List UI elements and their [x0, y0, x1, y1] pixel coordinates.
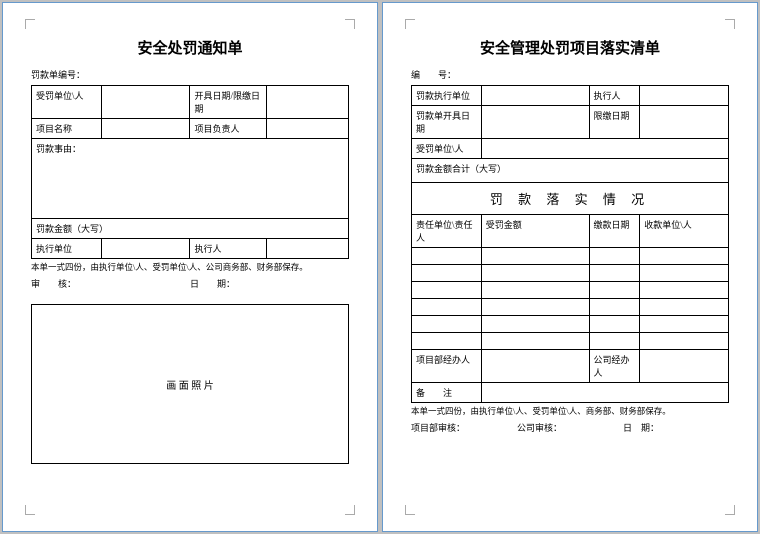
copies-note: 本单一式四份，由执行单位\人、受罚单位\人、公司商务部、财务部保存。 — [31, 261, 349, 273]
label: 项目部经办人 — [412, 350, 482, 383]
sign-label: 公司审核： — [517, 421, 623, 434]
value-cell — [589, 316, 640, 333]
header-table: 罚款执行单位 执行人 罚款单开具日期 限缴日期 受罚单位\人 罚款金额合计（大写… — [411, 85, 729, 403]
label: 备 注 — [412, 383, 482, 403]
serial-label: 编 号： — [411, 68, 729, 81]
label: 罚款执行单位 — [412, 86, 482, 106]
value-cell — [412, 333, 482, 350]
value-cell — [481, 299, 589, 316]
value-cell — [412, 299, 482, 316]
value-cell — [640, 86, 729, 106]
sign-row: 项目部审核： 公司审核： 日 期： — [411, 421, 729, 434]
label: 受罚单位\人 — [412, 139, 482, 159]
value-cell — [412, 282, 482, 299]
label-leader: 项目负责人 — [190, 119, 266, 139]
value-cell — [640, 106, 729, 139]
value-cell — [640, 350, 729, 383]
value-cell — [481, 86, 589, 106]
value-cell — [589, 282, 640, 299]
approve-label: 审 核： — [31, 277, 190, 290]
value-cell — [481, 248, 589, 265]
page-penalty-notice: 安全处罚通知单 罚款单编号： 受罚单位\人 开具日期/限缴日期 项目名称 项目负… — [2, 2, 378, 532]
photo-box: 画 面 照 片 — [31, 304, 349, 464]
label: 罚款单开具日期 — [412, 106, 482, 139]
value-cell — [640, 282, 729, 299]
label: 罚款金额合计（大写） — [412, 159, 729, 183]
label: 公司经办人 — [589, 350, 640, 383]
sign-label: 项目部审核： — [411, 421, 517, 434]
value-cell — [640, 316, 729, 333]
label-exec-person: 执行人 — [190, 239, 266, 259]
amount-cell: 罚款金额（大写） — [32, 219, 349, 239]
crop-mark — [25, 19, 35, 29]
label-exec-unit: 执行单位 — [32, 239, 102, 259]
value-cell — [266, 119, 348, 139]
value-cell — [412, 248, 482, 265]
crop-mark — [405, 19, 415, 29]
label: 限缴日期 — [589, 106, 640, 139]
crop-mark — [345, 19, 355, 29]
label-date: 开具日期/限缴日期 — [190, 86, 266, 119]
value-cell — [589, 248, 640, 265]
value-cell — [266, 86, 348, 119]
serial-label: 罚款单编号： — [31, 68, 349, 81]
reason-cell: 罚款事由： — [32, 139, 349, 219]
value-cell — [589, 265, 640, 282]
crop-mark — [25, 505, 35, 515]
sign-label: 日 期： — [623, 421, 729, 434]
value-cell — [481, 383, 728, 403]
value-cell — [481, 333, 589, 350]
value-cell — [266, 239, 348, 259]
label-offender: 受罚单位\人 — [32, 86, 102, 119]
photo-label: 画 面 照 片 — [166, 377, 214, 392]
value-cell — [101, 86, 190, 119]
value-cell — [481, 350, 589, 383]
value-cell — [640, 333, 729, 350]
value-cell — [481, 139, 728, 159]
form-table: 受罚单位\人 开具日期/限缴日期 项目名称 项目负责人 罚款事由： 罚款金额（大… — [31, 85, 349, 259]
date-label: 日 期： — [190, 277, 349, 290]
sign-row: 审 核： 日 期： — [31, 277, 349, 290]
crop-mark — [725, 19, 735, 29]
section-title: 罚 款 落 实 情 况 — [412, 183, 729, 215]
crop-mark — [405, 505, 415, 515]
value-cell — [412, 265, 482, 282]
label-project: 项目名称 — [32, 119, 102, 139]
col-header: 受罚金额 — [481, 215, 589, 248]
value-cell — [481, 316, 589, 333]
value-cell — [481, 282, 589, 299]
value-cell — [640, 299, 729, 316]
crop-mark — [345, 505, 355, 515]
value-cell — [640, 248, 729, 265]
value-cell — [589, 299, 640, 316]
value-cell — [412, 316, 482, 333]
col-header: 收款单位\人 — [640, 215, 729, 248]
copies-note: 本单一式四份，由执行单位\人、受罚单位\人、商务部、财务部保存。 — [411, 405, 729, 417]
value-cell — [101, 239, 190, 259]
value-cell — [481, 265, 589, 282]
value-cell — [481, 106, 589, 139]
col-header: 责任单位\责任人 — [412, 215, 482, 248]
col-header: 缴款日期 — [589, 215, 640, 248]
page-title: 安全管理处罚项目落实清单 — [411, 37, 729, 58]
label: 执行人 — [589, 86, 640, 106]
value-cell — [589, 333, 640, 350]
crop-mark — [725, 505, 735, 515]
value-cell — [101, 119, 190, 139]
page-implementation-list: 安全管理处罚项目落实清单 编 号： 罚款执行单位 执行人 罚款单开具日期 限缴日… — [382, 2, 758, 532]
value-cell — [640, 265, 729, 282]
page-title: 安全处罚通知单 — [31, 37, 349, 58]
